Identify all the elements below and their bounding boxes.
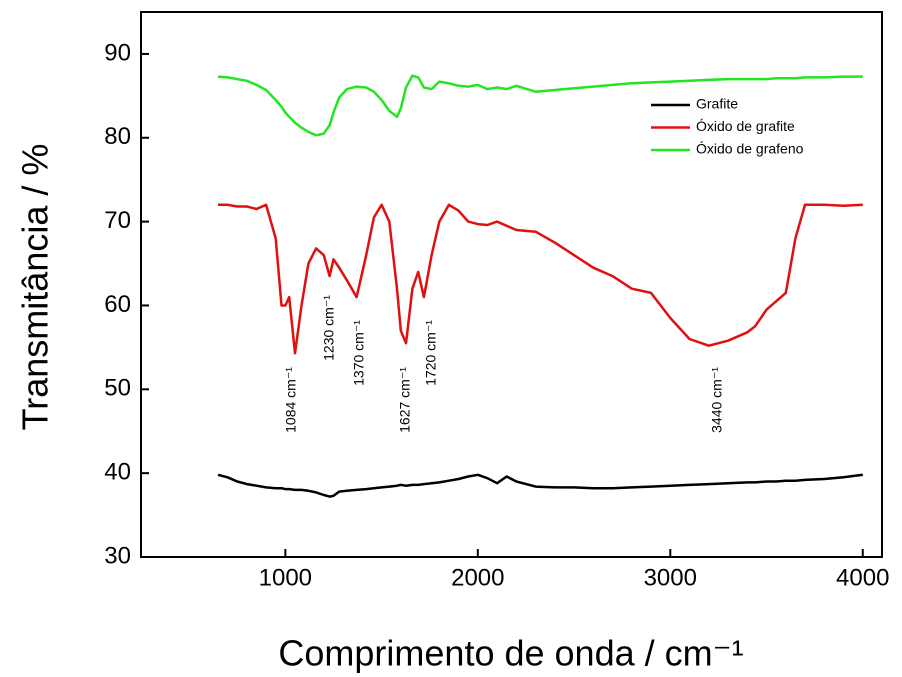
y-tick-label: 70 [104,207,131,234]
y-tick-label: 80 [104,123,131,150]
y-tick-label: 30 [104,542,131,569]
x-tick-label: 4000 [836,564,889,591]
legend-label: Grafite [696,96,738,112]
x-tick-label: 1000 [259,564,312,591]
series-line [218,203,863,355]
series-line [217,473,863,498]
annotation: 1370 cm⁻¹ [351,320,367,386]
y-tick-label: 90 [104,39,131,66]
annotation: 1627 cm⁻¹ [397,367,413,433]
annotation: 1720 cm⁻¹ [423,320,439,386]
annotation: 1230 cm⁻¹ [321,295,337,361]
plot-frame [140,11,883,558]
y-tick-label: 60 [104,291,131,318]
x-tick-label: 3000 [644,564,697,591]
legend-label: Óxido de grafeno [696,141,804,157]
y-tick-label: 50 [104,375,131,402]
annotation: 1084 cm⁻¹ [283,367,299,433]
legend-label: Óxido de grafite [696,118,795,134]
y-axis-label: Transmitância / % [15,144,56,431]
x-axis-label: Comprimento de onda / cm⁻¹ [278,633,743,674]
x-tick-label: 2000 [451,564,504,591]
series-line [217,74,863,137]
annotation: 3440 cm⁻¹ [709,367,725,433]
y-tick-label: 40 [104,458,131,485]
